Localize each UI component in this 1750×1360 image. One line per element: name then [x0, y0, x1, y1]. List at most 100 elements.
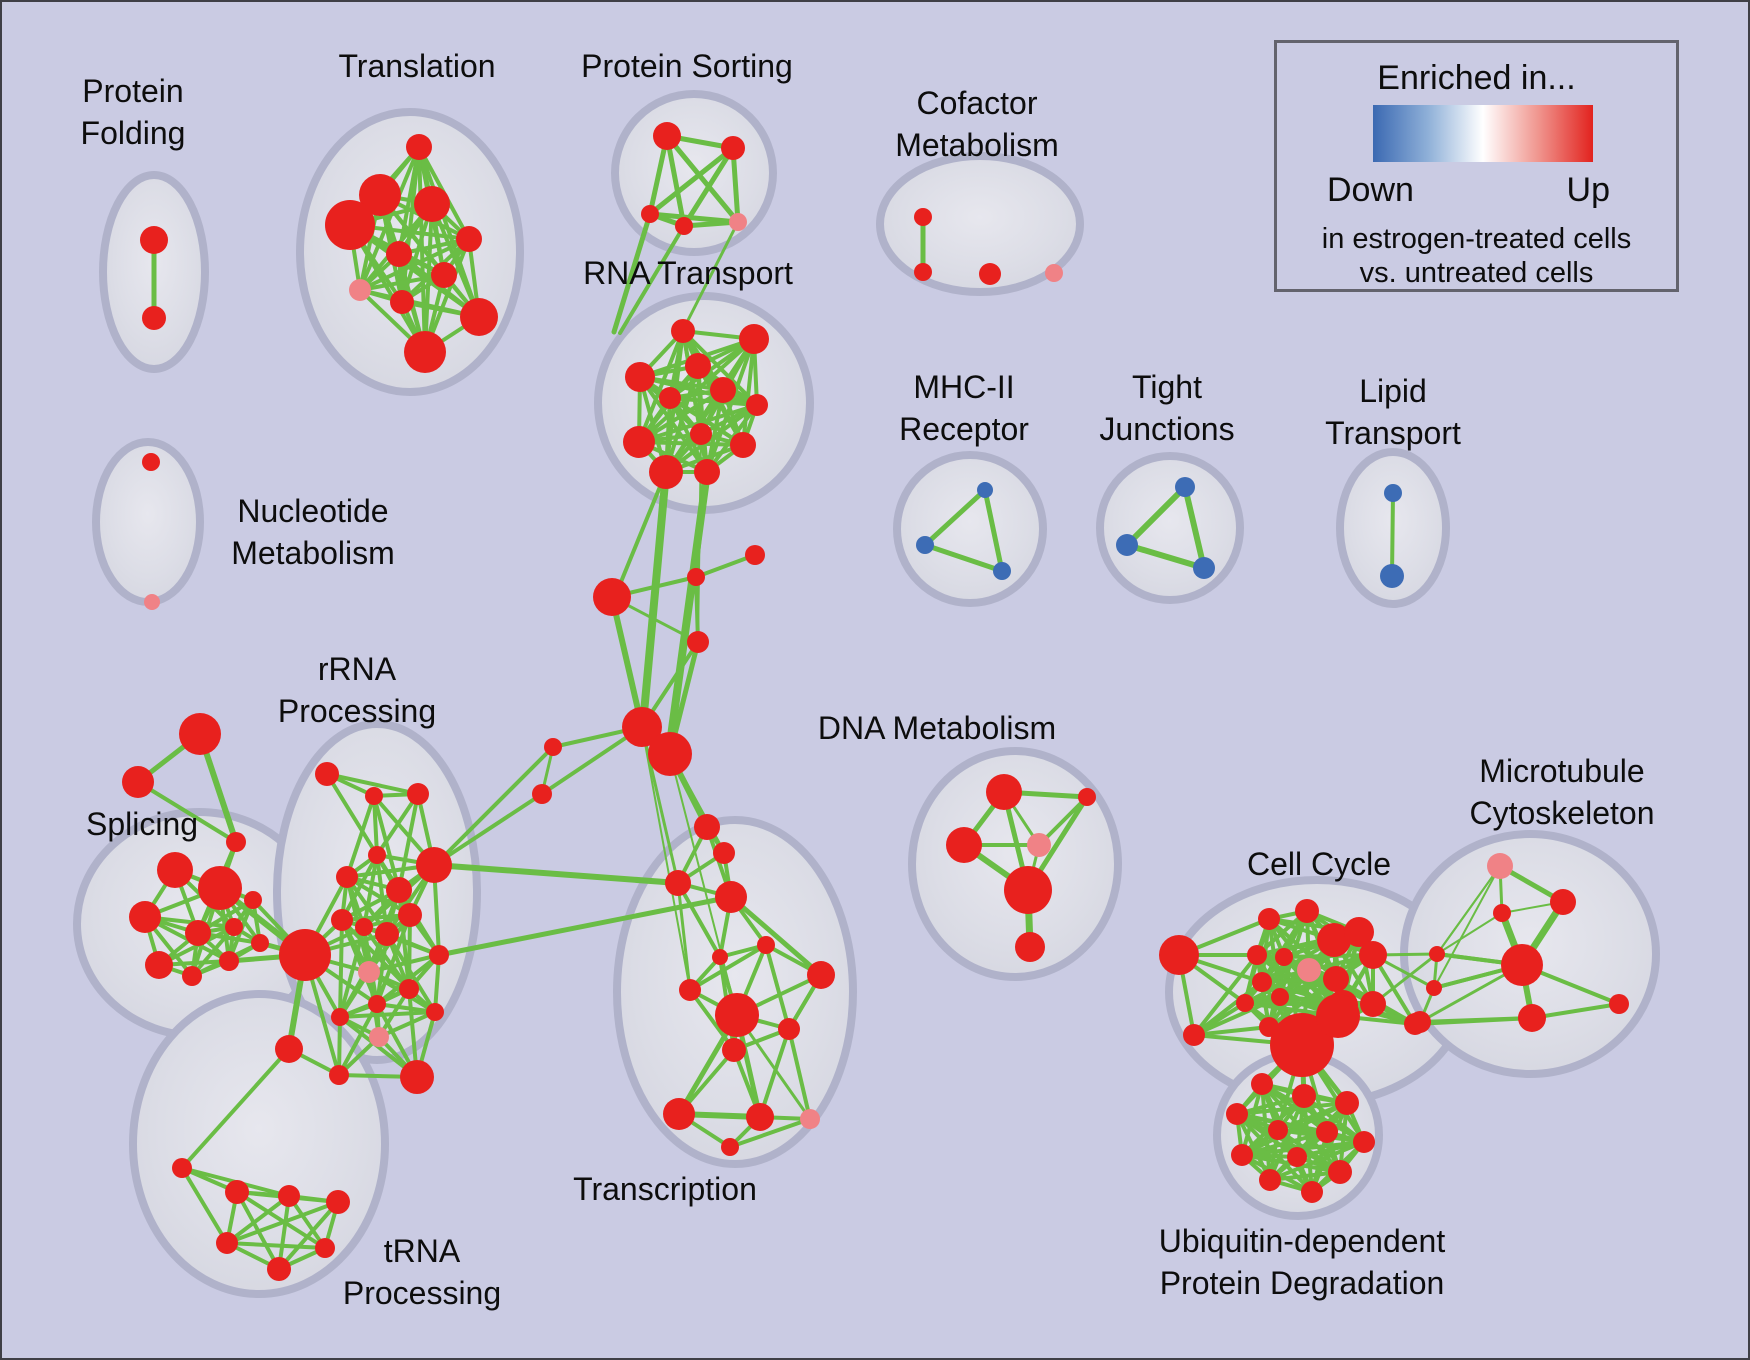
- splicing-node-0: [157, 852, 193, 888]
- protein-sorting-edge: [664, 133, 687, 229]
- microtubule-cytoskeleton-edge: [1530, 1002, 1621, 1020]
- rna-transport-node-7: [690, 423, 712, 445]
- inter-cluster-edge: [432, 792, 544, 867]
- trna-processing-edge: [277, 1194, 291, 1271]
- protein-sorting-node-4: [729, 213, 747, 231]
- translation-node-10: [404, 331, 446, 373]
- microtubule-cytoskeleton-node-3: [1501, 944, 1543, 986]
- splicing-triangle-node-0: [179, 713, 221, 755]
- legend-context-line2: vs. untreated cells: [1359, 257, 1594, 289]
- cell-cycle-node-9: [1252, 972, 1272, 992]
- cofactor-metabolism-label: Cofactor: [917, 85, 1038, 121]
- splicing-triangle-node-1: [122, 766, 154, 798]
- rrna-processing-node-2: [407, 783, 429, 805]
- rrna-processing-node-5: [336, 866, 358, 888]
- protein-sorting-edge: [681, 145, 736, 229]
- protein-folding-label: Folding: [81, 115, 186, 151]
- tight-junctions-label: Tight: [1132, 369, 1202, 405]
- rna-hub-node-6: [544, 738, 562, 756]
- transcription-edge: [764, 943, 791, 1031]
- nucleotide-metabolism-node-0: [142, 453, 160, 471]
- rrna-processing-node-13: [399, 979, 419, 999]
- transcription-label: Transcription: [573, 1171, 757, 1207]
- ubiquitin-degradation-label: Ubiquitin-dependent: [1159, 1223, 1446, 1259]
- translation-node-2: [325, 200, 375, 250]
- rrna-processing-node-9: [355, 918, 373, 936]
- splicing-node-3: [185, 920, 211, 946]
- microtubule-cytoskeleton-node-4: [1609, 994, 1629, 1014]
- microtubule-cytoskeleton-label: Microtubule: [1479, 753, 1644, 789]
- ubiquitin-degradation-edge: [1240, 1140, 1366, 1157]
- ubiquitin-degradation-edge: [1240, 1130, 1329, 1157]
- splicing-node-2: [129, 901, 161, 933]
- rna-hub-node-2: [745, 545, 765, 565]
- nodes-layer: [122, 122, 1629, 1281]
- ubiquitin-degradation-node-8: [1287, 1147, 1307, 1167]
- microtubule-cytoskeleton-node-8: [1409, 1011, 1431, 1033]
- tight-junctions-node-1: [1116, 534, 1138, 556]
- rna-transport-edge: [638, 375, 709, 474]
- nucleotide-metabolism-label: Nucleotide: [237, 493, 388, 529]
- inter-cluster-edge: [1436, 865, 1501, 955]
- ubiquitin-degradation-node-11: [1301, 1181, 1323, 1203]
- rna-transport-edge: [638, 375, 759, 407]
- cell-cycle-node-11: [1323, 966, 1349, 992]
- dna-metabolism-node-5: [1015, 932, 1045, 962]
- cell-cycle-node-17: [1270, 1013, 1334, 1077]
- dna-metabolism-node-4: [1004, 866, 1052, 914]
- tight-junctions-edge: [1124, 542, 1207, 571]
- cofactor-metabolism-node-2: [979, 263, 1001, 285]
- inter-cluster-edge: [433, 745, 555, 867]
- transcription-node-1: [713, 842, 735, 864]
- rrna-processing-edge: [325, 772, 420, 796]
- translation-node-5: [386, 241, 412, 267]
- rna-transport-node-4: [710, 377, 736, 403]
- cell-cycle-node-12: [1236, 994, 1254, 1012]
- tight-junctions-node-0: [1175, 477, 1195, 497]
- splicing-node-9: [244, 891, 262, 909]
- microtubule-cytoskeleton-node-5: [1518, 1004, 1546, 1032]
- cell-cycle-node-2: [1295, 899, 1319, 923]
- inter-cluster-edge: [1371, 952, 1439, 1006]
- rrna-processing-node-6: [386, 877, 412, 903]
- cell-cycle-edge: [1243, 977, 1338, 1005]
- legend-updown-row: Down Up: [1277, 171, 1676, 210]
- inter-cluster-edge: [641, 726, 691, 991]
- rna-transport-edge: [668, 396, 759, 407]
- transcription-node-7: [807, 961, 835, 989]
- rrna-processing-node-3: [416, 847, 452, 883]
- rna-transport-edge: [637, 329, 685, 444]
- translation-node-8: [390, 290, 414, 314]
- rrna-processing-node-8: [331, 909, 353, 931]
- splicing-node-5: [145, 951, 173, 979]
- protein-sorting-edge: [681, 219, 741, 229]
- tight-junctions-edge: [1124, 484, 1188, 548]
- trna-processing-node-7: [267, 1257, 291, 1281]
- transcription-edge: [728, 1117, 812, 1149]
- rna-transport-node-6: [746, 394, 768, 416]
- mhc-ii-receptor-ellipse: [893, 451, 1047, 607]
- rna-hub-node-1: [687, 568, 705, 586]
- rna-hub-edge: [694, 553, 757, 579]
- lipid-transport-node-0: [1384, 484, 1402, 502]
- trna-processing-edge: [225, 1241, 327, 1250]
- rna-hub-node-0: [593, 578, 631, 616]
- cell-cycle-node-16: [1183, 1024, 1205, 1046]
- cell-cycle-node-3: [1317, 923, 1351, 957]
- transcription-node-12: [746, 1103, 774, 1131]
- protein-sorting-edge: [730, 145, 741, 225]
- cell-cycle-node-18: [1316, 994, 1360, 1038]
- protein-sorting-ellipse: [611, 90, 777, 256]
- transcription-ellipse: [613, 816, 857, 1168]
- protein-sorting-edge: [647, 145, 736, 217]
- rrna-processing-node-10: [375, 922, 399, 946]
- transcription-edge: [758, 1027, 791, 1119]
- rrna-processing-edge: [375, 913, 412, 1006]
- transcription-node-11: [663, 1098, 695, 1130]
- transcription-edge: [688, 943, 768, 992]
- mhc-ii-receptor-label: MHC-II: [913, 369, 1014, 405]
- dna-metabolism-node-3: [1027, 833, 1051, 857]
- rna-transport-edge: [637, 440, 745, 447]
- dna-metabolism-ellipse: [908, 747, 1122, 981]
